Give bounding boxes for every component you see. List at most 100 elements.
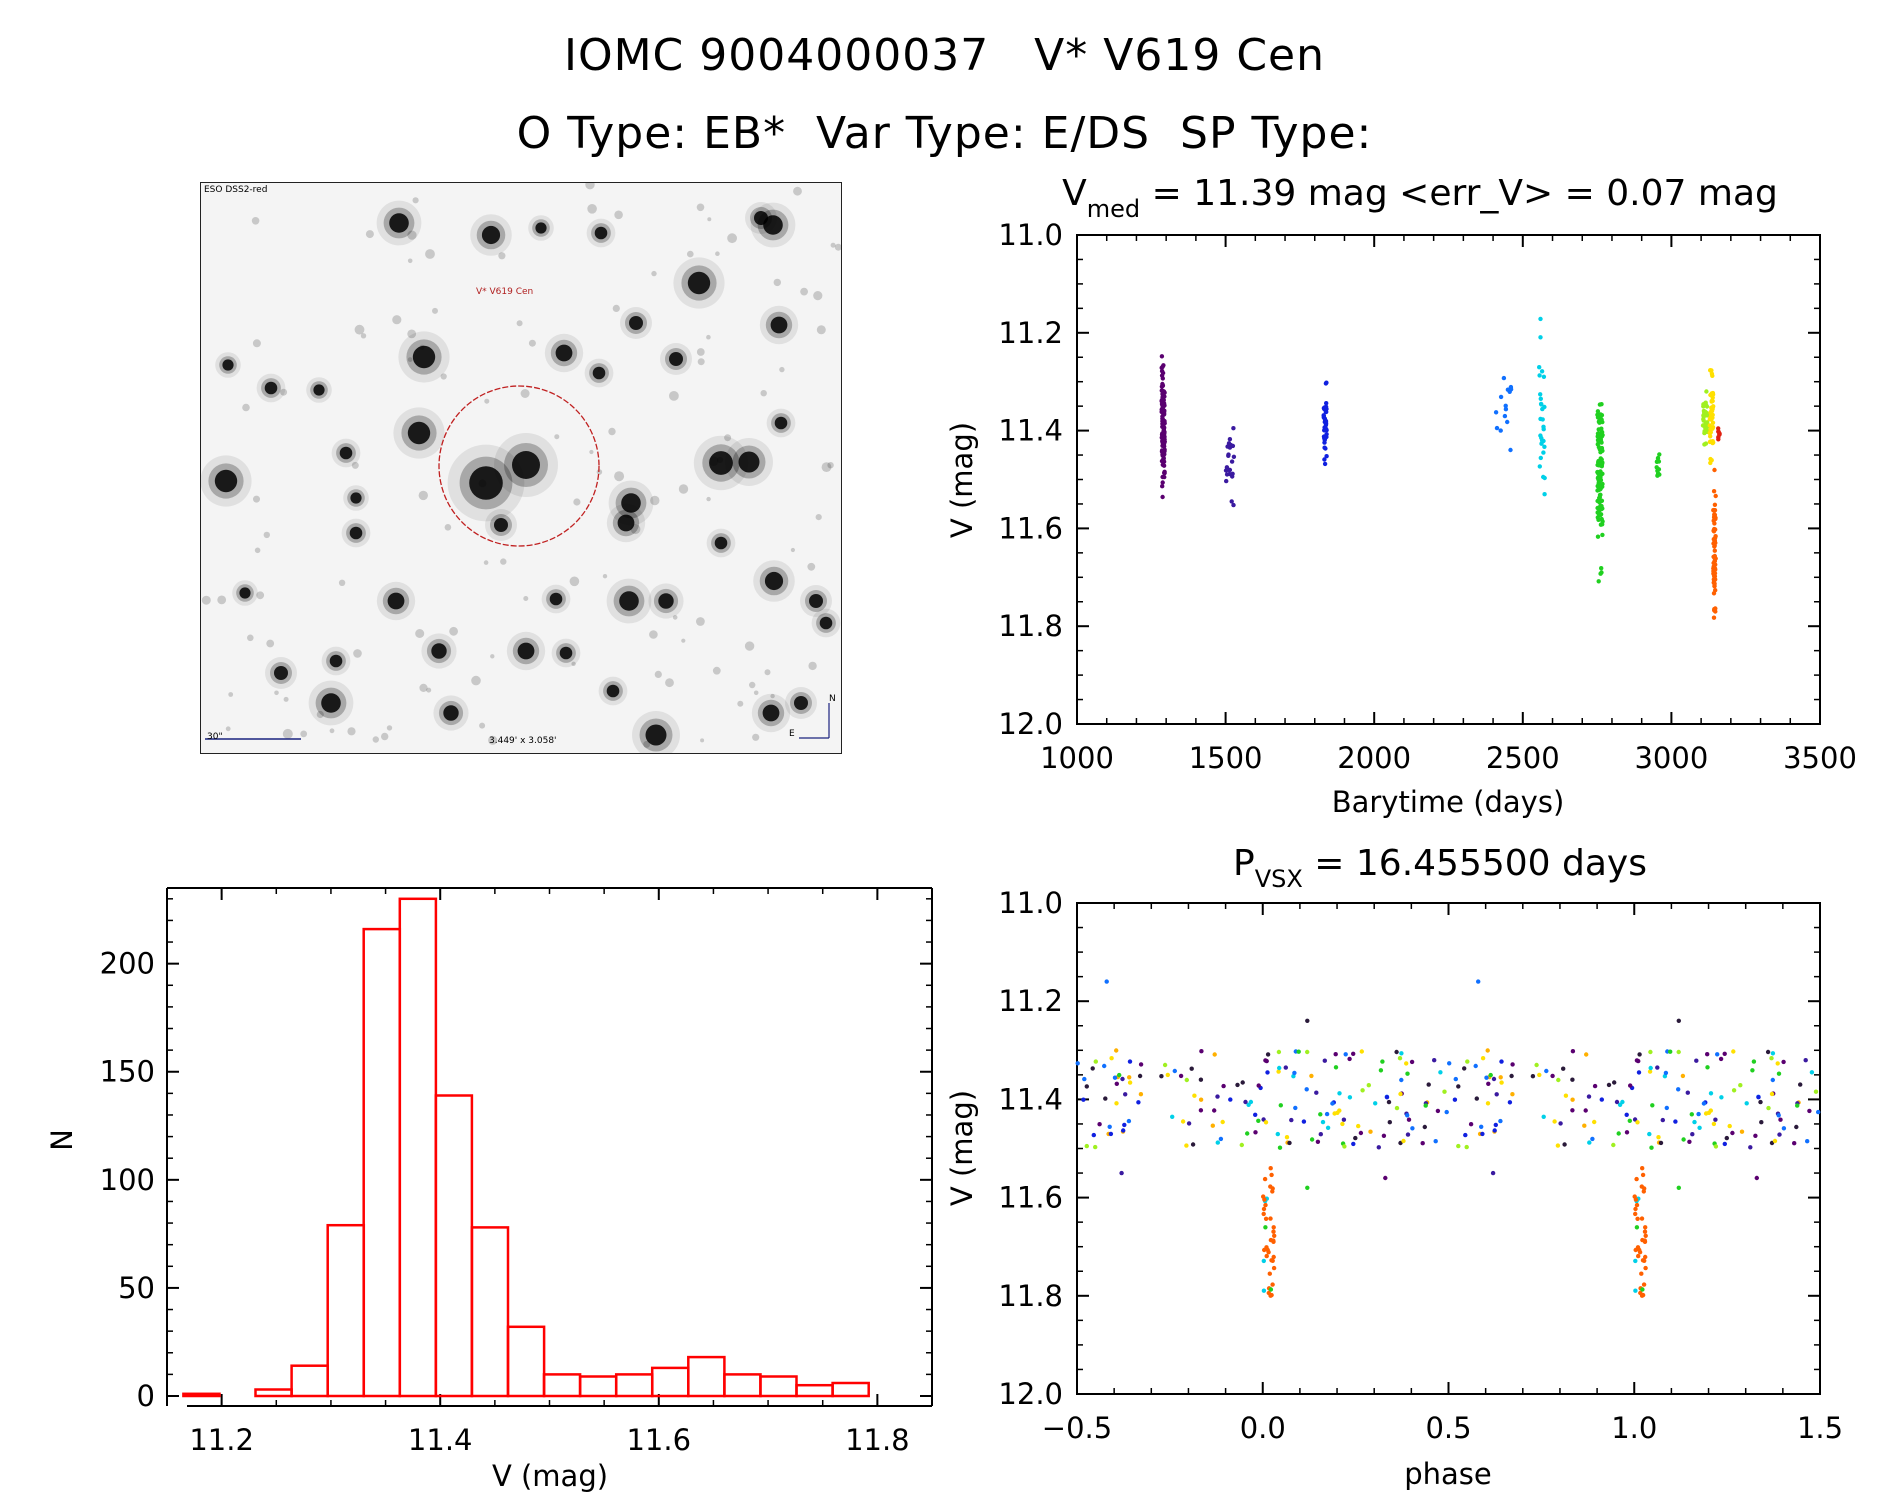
lightcurve-point bbox=[1322, 440, 1327, 445]
star bbox=[753, 690, 759, 696]
phase-point bbox=[1127, 1059, 1133, 1064]
lightcurve-point bbox=[1542, 492, 1547, 497]
star bbox=[432, 307, 438, 314]
phase-point bbox=[1648, 1049, 1653, 1055]
phase-point bbox=[1314, 1090, 1319, 1095]
histogram-bar bbox=[687, 1355, 726, 1398]
phase-point bbox=[1127, 1080, 1133, 1085]
star bbox=[239, 587, 251, 599]
phase-point bbox=[1270, 1282, 1275, 1287]
histogram-bar bbox=[795, 1383, 834, 1398]
phase-point bbox=[1612, 1080, 1617, 1085]
star bbox=[426, 687, 432, 693]
phase-point bbox=[1268, 1237, 1274, 1243]
phase-point bbox=[1271, 1225, 1276, 1230]
star bbox=[614, 210, 623, 220]
x-tick-label: 11.2 bbox=[189, 1423, 254, 1457]
phase-point bbox=[1305, 1018, 1310, 1023]
lightcurve-point bbox=[1503, 407, 1509, 412]
phase-point bbox=[1639, 1271, 1644, 1276]
phase-point bbox=[1256, 1083, 1261, 1088]
star bbox=[643, 740, 651, 748]
phase-point bbox=[1570, 1108, 1575, 1113]
star bbox=[387, 592, 405, 610]
lightcurve-point bbox=[1703, 422, 1708, 427]
phase-point bbox=[1366, 1083, 1372, 1088]
phase-point bbox=[1633, 1258, 1638, 1264]
phase-point bbox=[1624, 1112, 1629, 1118]
lightcurve-point bbox=[1228, 442, 1234, 448]
lightcurve-point bbox=[1712, 502, 1718, 507]
star bbox=[790, 547, 796, 553]
star bbox=[274, 666, 288, 680]
phase-point bbox=[1404, 1061, 1409, 1066]
star bbox=[494, 518, 508, 532]
phase-point bbox=[1261, 1206, 1267, 1212]
star bbox=[650, 495, 660, 506]
phase-point bbox=[1271, 1265, 1277, 1271]
star bbox=[737, 700, 744, 707]
star bbox=[407, 258, 413, 264]
star bbox=[478, 479, 487, 488]
phase-point bbox=[1633, 1197, 1639, 1202]
phase-point bbox=[1537, 1072, 1542, 1078]
phase-point bbox=[1606, 1082, 1612, 1088]
lightcurve-point bbox=[1600, 460, 1605, 465]
star bbox=[381, 732, 389, 741]
phase-point bbox=[1456, 1143, 1461, 1149]
phase-point bbox=[1239, 1142, 1245, 1148]
phase-point bbox=[1394, 1105, 1400, 1111]
phase-point bbox=[1673, 1119, 1678, 1124]
lightcurve-point bbox=[1321, 413, 1326, 418]
phase-point bbox=[1637, 1052, 1642, 1057]
phase-point bbox=[1494, 1092, 1499, 1097]
phase-point bbox=[1123, 1092, 1128, 1097]
phase-point bbox=[1563, 1093, 1569, 1098]
lightcurve-point bbox=[1161, 425, 1166, 430]
star bbox=[449, 626, 458, 636]
lightcurve-point bbox=[1600, 448, 1605, 453]
lightcurve-point bbox=[1160, 395, 1165, 400]
phase-point bbox=[1486, 1081, 1491, 1087]
lightcurve-point bbox=[1654, 465, 1659, 470]
phase-point bbox=[1541, 1114, 1546, 1120]
phase-point bbox=[1627, 1118, 1633, 1124]
histogram-bar bbox=[362, 927, 402, 1398]
star bbox=[749, 681, 756, 689]
star bbox=[830, 242, 836, 248]
phase-point bbox=[1648, 1065, 1653, 1071]
star bbox=[471, 675, 481, 686]
star bbox=[629, 316, 643, 330]
phase-point bbox=[1360, 1088, 1365, 1093]
lightcurve-point bbox=[1655, 455, 1661, 461]
lightcurve-point bbox=[1160, 484, 1165, 489]
star bbox=[263, 531, 270, 539]
phase-point bbox=[1082, 1076, 1087, 1082]
star bbox=[752, 733, 760, 741]
phase-point bbox=[1358, 1130, 1364, 1136]
phase-point bbox=[1694, 1058, 1699, 1063]
phase-point bbox=[1754, 1175, 1760, 1181]
lightcurve-point bbox=[1230, 471, 1235, 476]
phase-point bbox=[1267, 1271, 1273, 1276]
lightcurve-point bbox=[1702, 429, 1707, 434]
phase-point bbox=[1215, 1140, 1221, 1145]
phase-point bbox=[1318, 1112, 1323, 1117]
phase-point bbox=[1775, 1061, 1780, 1066]
phase-point bbox=[1731, 1088, 1737, 1093]
phase-point bbox=[1433, 1139, 1438, 1144]
phase-point bbox=[1499, 1080, 1504, 1085]
phase-point bbox=[1647, 1131, 1652, 1137]
phase-point bbox=[1662, 1074, 1668, 1079]
phase-point bbox=[1268, 1184, 1273, 1189]
star bbox=[760, 390, 767, 397]
phase-point bbox=[1353, 1135, 1358, 1141]
phase-point bbox=[1114, 1101, 1119, 1106]
phase-point bbox=[1599, 1097, 1605, 1102]
histogram-bar bbox=[182, 1392, 221, 1398]
phase-point bbox=[1697, 1125, 1702, 1131]
phase-point bbox=[1642, 1229, 1648, 1234]
lightcurve-point bbox=[1708, 439, 1714, 444]
phase-point bbox=[1190, 1142, 1196, 1147]
phase-point bbox=[1759, 1120, 1764, 1125]
